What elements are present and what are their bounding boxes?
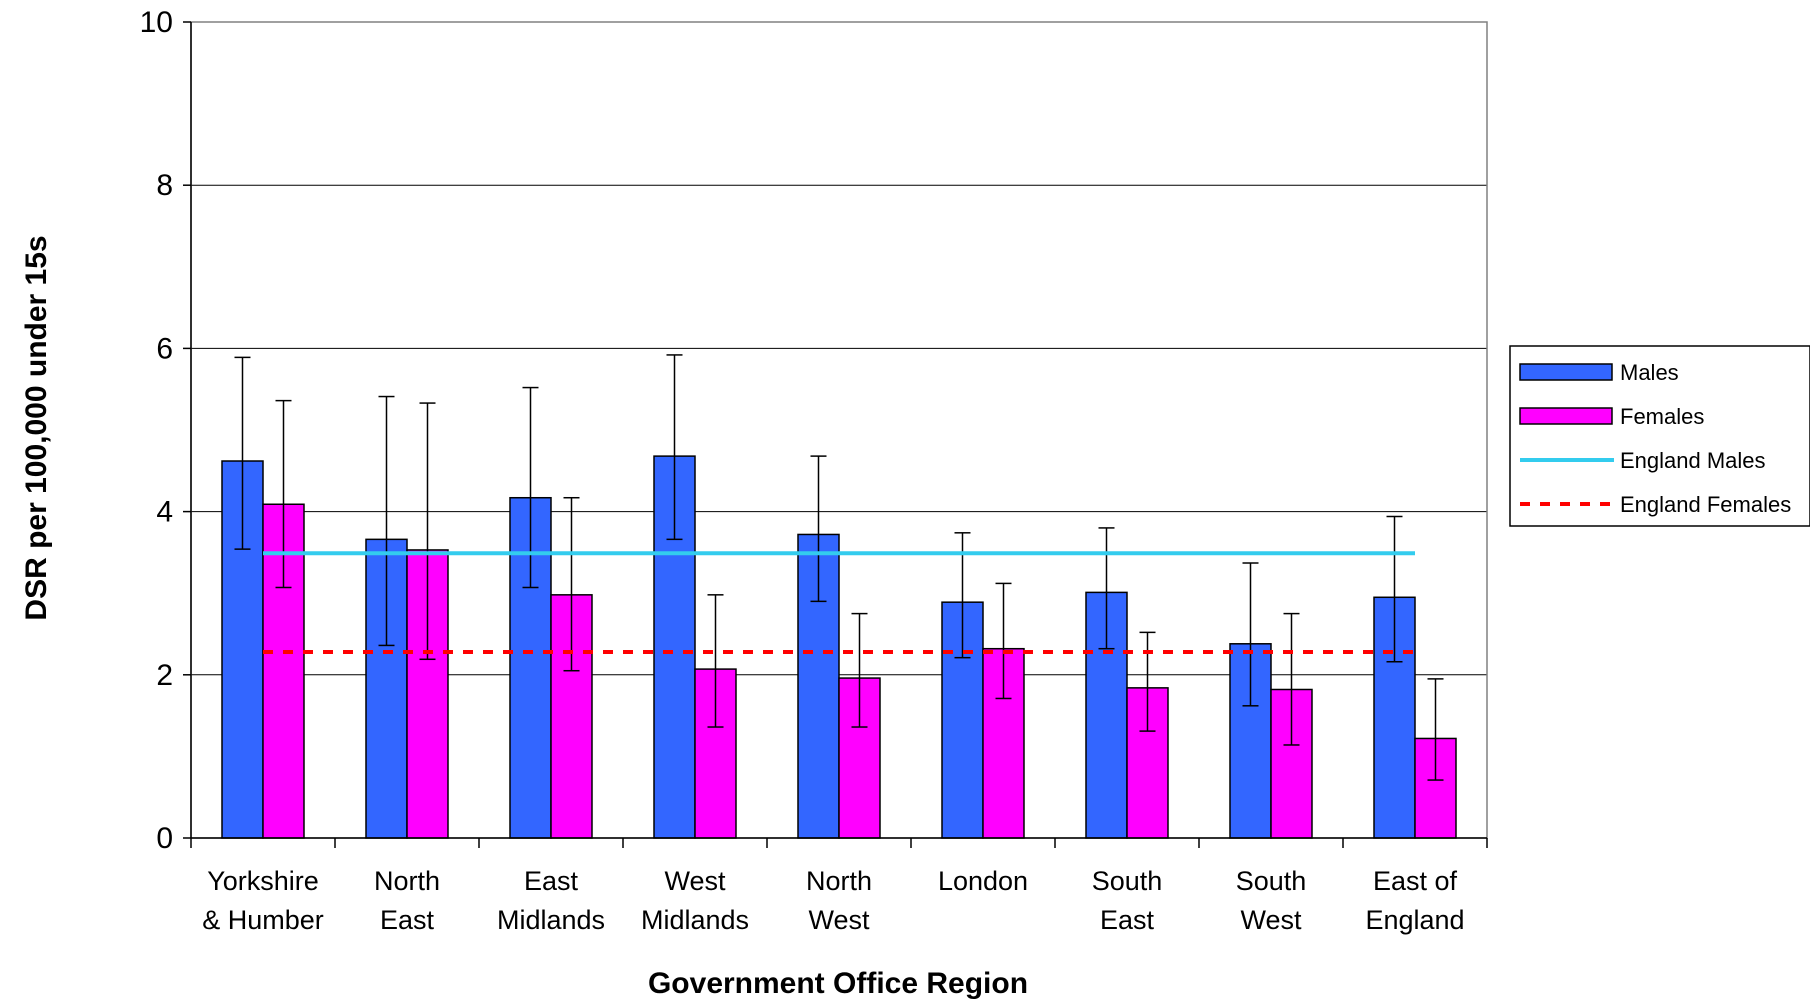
x-category-label: East (1100, 905, 1155, 935)
x-category-label: Midlands (641, 905, 749, 935)
error-bar-males-3 (666, 354, 683, 541)
y-tick-labels: 0 2 4 6 8 10 (140, 6, 173, 855)
x-category-label: North (806, 866, 872, 896)
error-bar-females-3 (707, 594, 724, 728)
x-category-label: East of (1373, 866, 1458, 896)
bars (221, 455, 1457, 839)
x-category-label: England (1365, 905, 1464, 935)
error-bars (234, 354, 1444, 781)
x-category-label: West (808, 905, 870, 935)
legend-item-england-females: England Females (1520, 492, 1791, 517)
legend-label: Females (1620, 404, 1704, 429)
x-category-label: North (374, 866, 440, 896)
legend-swatch (1519, 363, 1613, 381)
error-bar-females-4 (851, 612, 868, 728)
error-bar-males-8 (1386, 515, 1403, 663)
legend-label: England Males (1620, 448, 1766, 473)
legend-item-females: Females (1519, 404, 1704, 429)
x-category-label: East (524, 866, 579, 896)
axes (183, 21, 1488, 848)
x-category-label: South (1092, 866, 1163, 896)
error-bar-females-8 (1427, 678, 1444, 781)
x-category-label: Midlands (497, 905, 605, 935)
reference-lines (263, 551, 1415, 654)
y-tick-label: 2 (156, 659, 173, 692)
x-axis-title: Government Office Region (648, 967, 1028, 1000)
x-category-label: London (938, 866, 1028, 896)
error-bar-males-1 (378, 395, 395, 647)
legend-frame (1509, 345, 1810, 527)
x-category-label: West (664, 866, 726, 896)
x-category-label: Yorkshire (207, 866, 319, 896)
legend-item-england-males: England Males (1520, 448, 1766, 473)
error-bar-females-6 (1139, 631, 1156, 732)
y-tick-label: 6 (156, 332, 173, 365)
x-category-label: West (1240, 905, 1302, 935)
bar-females-2 (550, 594, 593, 839)
error-bar-males-0 (234, 356, 251, 550)
legend-label: England Females (1620, 492, 1791, 517)
x-category-label: South (1236, 866, 1307, 896)
error-bar-males-7 (1242, 562, 1259, 707)
legend-item-males: Males (1519, 360, 1679, 385)
error-bar-females-1 (419, 402, 436, 661)
x-category-label: & Humber (202, 905, 324, 935)
legend-label: Males (1620, 360, 1679, 385)
y-tick-label: 4 (156, 496, 173, 529)
y-tick-label: 10 (140, 6, 173, 39)
y-tick-label: 0 (156, 822, 173, 855)
legend-items: Males Females England Males England Females (1519, 360, 1791, 517)
error-bar-females-7 (1283, 612, 1300, 746)
x-category-label: East (380, 905, 435, 935)
y-tick-label: 8 (156, 169, 173, 202)
error-bar-males-4 (810, 455, 827, 603)
error-bar-males-6 (1098, 527, 1115, 650)
y-axis-title: DSR per 100,000 under 15s (20, 235, 53, 620)
legend-swatch (1519, 407, 1613, 425)
legend: Males Females England Males England Females (1509, 345, 1810, 527)
error-bar-females-0 (275, 399, 292, 589)
error-bar-females-2 (563, 496, 580, 672)
x-category-labels: Yorkshire & Humber North East East Midlands We… (202, 866, 1464, 935)
error-bar-females-5 (995, 582, 1012, 700)
